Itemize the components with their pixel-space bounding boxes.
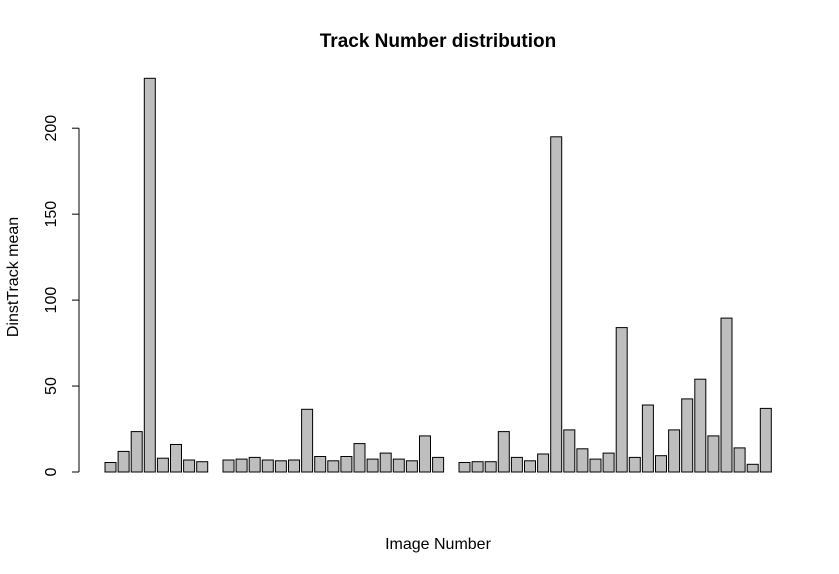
bar <box>353 443 366 473</box>
bar <box>379 452 392 473</box>
y-tick-label: 100 <box>43 287 60 314</box>
bar <box>327 460 340 473</box>
bar <box>143 77 156 473</box>
bar <box>759 407 772 473</box>
bar <box>156 457 169 473</box>
bar <box>419 435 431 473</box>
bar <box>746 463 759 473</box>
bar <box>471 461 484 473</box>
bar <box>104 462 117 473</box>
bar <box>615 327 628 473</box>
bar <box>366 458 379 473</box>
bar <box>405 460 418 473</box>
bar <box>183 459 196 473</box>
bar <box>576 448 589 473</box>
bar <box>340 456 353 473</box>
bar <box>170 444 182 473</box>
bar <box>222 459 235 473</box>
y-tick-label: 0 <box>43 467 60 476</box>
bar <box>497 431 510 473</box>
bars <box>104 77 772 473</box>
bar <box>681 398 694 473</box>
bar <box>235 458 248 473</box>
bar <box>602 452 615 473</box>
bar <box>707 435 720 473</box>
bar <box>484 461 497 473</box>
bar <box>392 458 405 473</box>
bar <box>432 456 445 473</box>
bar <box>668 429 681 473</box>
bar <box>655 455 667 473</box>
bar <box>641 404 654 473</box>
y-tick-label: 50 <box>43 377 60 395</box>
bar <box>117 450 130 473</box>
bar <box>563 429 576 473</box>
bar <box>248 456 261 473</box>
bar <box>458 462 471 473</box>
bar <box>314 456 327 473</box>
bar <box>733 447 746 473</box>
x-axis-label: Image Number <box>385 536 491 553</box>
bar <box>550 136 563 473</box>
bar <box>524 460 536 473</box>
y-axis: 0 50 100 150 200 <box>43 115 80 476</box>
bar <box>694 378 707 473</box>
bar <box>510 456 523 473</box>
y-tick-label: 200 <box>43 115 60 142</box>
bar <box>537 453 550 473</box>
bar <box>720 317 733 473</box>
bar <box>301 408 314 473</box>
bar <box>589 458 602 473</box>
y-axis-label: DinstTrack mean <box>5 217 22 337</box>
bar <box>274 460 287 473</box>
bar <box>628 456 641 473</box>
bar <box>196 461 209 473</box>
bar <box>130 431 143 473</box>
bar <box>261 459 274 473</box>
y-tick-label: 150 <box>43 201 60 228</box>
chart-title: Track Number distribution <box>320 31 556 52</box>
bar <box>288 459 300 473</box>
